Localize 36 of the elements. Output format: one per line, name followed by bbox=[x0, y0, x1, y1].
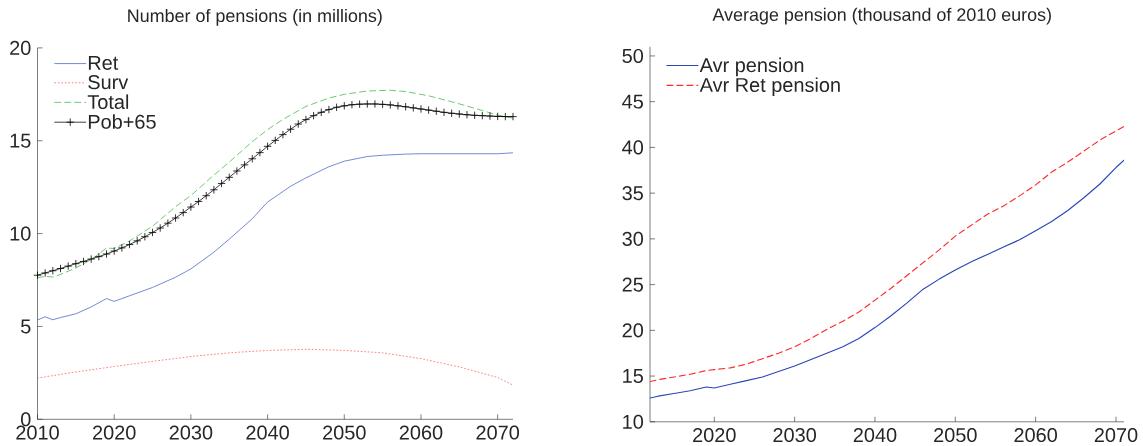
x-tick-label: 2040 bbox=[853, 428, 897, 443]
y-tick-label: 5 bbox=[21, 319, 31, 334]
y-tick-label: 10 bbox=[623, 414, 644, 429]
y-tick-label: 15 bbox=[10, 133, 31, 148]
chart-title: Number of pensions (in millions) bbox=[128, 8, 382, 26]
x-tick-label: 2050 bbox=[323, 425, 366, 440]
y-tick-label: 0 bbox=[21, 412, 31, 427]
x-tick-label: 2060 bbox=[399, 425, 443, 440]
legend-label: Avr pension bbox=[699, 57, 804, 77]
y-tick-label: 15 bbox=[623, 369, 643, 384]
y-tick-label: 10 bbox=[10, 226, 31, 241]
y-tick-label: 35 bbox=[622, 186, 643, 201]
x-tick-label: 2040 bbox=[246, 425, 289, 440]
y-tick-label: 30 bbox=[622, 231, 644, 246]
y-tick-label: 20 bbox=[622, 323, 644, 338]
x-tick-label: 2060 bbox=[1014, 428, 1058, 443]
line-series bbox=[37, 348, 513, 386]
chart-title: Average pension (thousand of 2010 euros) bbox=[712, 7, 1051, 25]
x-tick-label: 2070 bbox=[1094, 428, 1138, 443]
y-tick-label: 45 bbox=[622, 94, 643, 109]
legend-label: Pob+65 bbox=[88, 114, 156, 129]
x-tick-label: 2020 bbox=[93, 425, 136, 440]
y-tick-label: 20 bbox=[10, 40, 31, 55]
x-tick-label: 2050 bbox=[934, 428, 977, 443]
legend-label: Total bbox=[87, 94, 129, 110]
legend-label: Surv bbox=[88, 75, 129, 90]
x-tick-label: 2010 bbox=[16, 425, 59, 440]
legend-label: Avr Ret pension bbox=[699, 77, 840, 96]
legend-label: Ret bbox=[88, 55, 119, 70]
y-tick-label: 50 bbox=[622, 48, 644, 63]
y-tick-label: 25 bbox=[622, 277, 643, 292]
x-tick-label: 2030 bbox=[169, 425, 213, 440]
y-tick-label: 40 bbox=[622, 140, 644, 155]
x-tick-label: 2070 bbox=[476, 425, 520, 440]
x-tick-label: 2030 bbox=[773, 428, 816, 443]
x-tick-label: 2020 bbox=[693, 428, 736, 443]
